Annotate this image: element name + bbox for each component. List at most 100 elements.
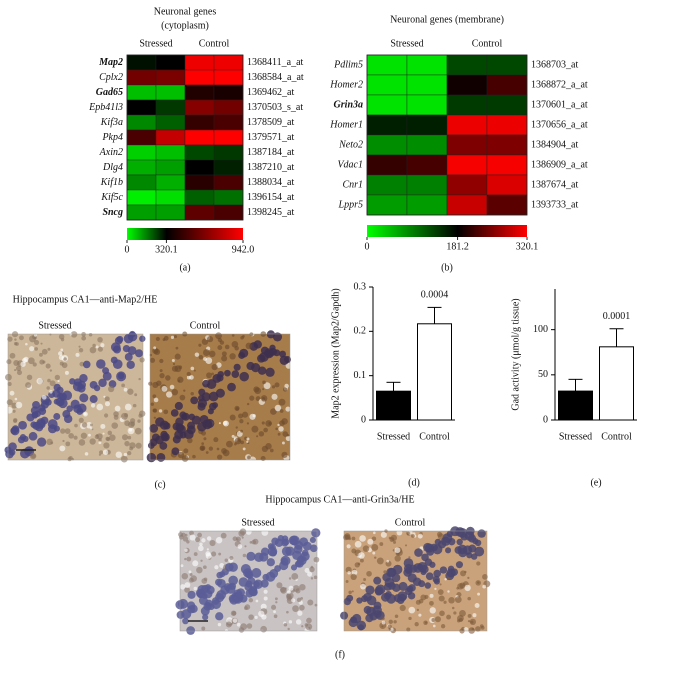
- cell: [309, 536, 316, 544]
- probe-id: 1386909_a_at: [531, 159, 588, 170]
- cell: [482, 574, 488, 580]
- cell: [189, 375, 194, 380]
- cell: [313, 575, 318, 580]
- cell: [46, 438, 53, 446]
- cell: [186, 540, 190, 544]
- cell: [39, 359, 45, 365]
- cell: [224, 562, 234, 572]
- cell: [215, 388, 225, 398]
- cell: [457, 583, 464, 590]
- heatmap-cell: [486, 134, 528, 156]
- heatmap-cell: [155, 54, 186, 71]
- cell: [202, 565, 207, 570]
- probe-id: 1384904_at: [531, 139, 578, 150]
- cell: [208, 446, 213, 451]
- cell: [199, 542, 203, 546]
- cell: [254, 615, 258, 620]
- cell: [60, 348, 64, 352]
- cell: [135, 349, 144, 358]
- cell: [287, 590, 291, 594]
- cell: [181, 532, 186, 538]
- heatmap-cell: [213, 204, 244, 221]
- panel-label: (b): [441, 262, 453, 273]
- cell: [78, 417, 84, 423]
- cell: [252, 414, 256, 418]
- cell: [39, 352, 43, 357]
- cell: [97, 346, 103, 352]
- heatmap-cell: [184, 99, 215, 116]
- cell: [201, 447, 205, 451]
- cell: [305, 623, 313, 631]
- heatmap-cell: [366, 54, 408, 76]
- x-tick-label: Control: [419, 431, 450, 442]
- cell: [211, 364, 218, 371]
- y-tick-label: 0.3: [354, 281, 367, 292]
- cell: [299, 537, 309, 547]
- cell: [429, 600, 434, 606]
- cell: [277, 423, 280, 427]
- cell: [184, 557, 187, 561]
- cell: [227, 382, 236, 392]
- heatmap-cell: [486, 154, 528, 176]
- cell: [374, 556, 377, 559]
- heatmap-cell: [155, 159, 186, 176]
- cell: [372, 551, 376, 555]
- cell: [188, 413, 196, 421]
- cell: [285, 435, 291, 442]
- cell: [182, 617, 189, 625]
- cell: [88, 433, 91, 437]
- y-axis-label: Gad activity (μmol/g tissue): [510, 298, 521, 410]
- cell: [49, 369, 53, 372]
- probe-id: 1393733_at: [531, 199, 578, 210]
- cell: [224, 344, 230, 350]
- cell: [394, 547, 401, 554]
- cell: [121, 383, 126, 388]
- cell: [351, 590, 354, 593]
- cell: [218, 422, 221, 425]
- cell: [221, 351, 227, 357]
- cell: [202, 614, 209, 621]
- cell: [470, 553, 478, 560]
- cell: [53, 412, 61, 420]
- cell: [57, 380, 60, 383]
- cell: [244, 545, 247, 548]
- cell: [190, 391, 194, 396]
- cell: [234, 437, 242, 445]
- gene-label: Gad65: [96, 87, 123, 98]
- gene-label: Kif1b: [100, 177, 123, 188]
- cell: [443, 600, 447, 604]
- gene-label: Neto2: [338, 139, 363, 150]
- cell: [231, 340, 239, 348]
- cell: [297, 610, 303, 616]
- cell: [179, 394, 186, 401]
- panel-label: (f): [335, 649, 345, 660]
- cell: [453, 611, 457, 615]
- cell: [215, 612, 224, 621]
- cell: [146, 452, 157, 463]
- cell: [417, 533, 423, 539]
- cell: [414, 622, 419, 627]
- probe-id: 1398245_at: [247, 207, 294, 218]
- heatmap-cell: [184, 144, 215, 161]
- cell: [347, 571, 351, 575]
- cell: [233, 363, 241, 371]
- cell: [27, 357, 35, 365]
- cell: [187, 590, 196, 599]
- probe-id: 1370656_a_at: [531, 119, 588, 130]
- cell: [356, 620, 367, 631]
- cell: [158, 409, 163, 413]
- heatmap-cell: [126, 69, 157, 86]
- cell: [89, 346, 97, 354]
- gene-label: Pdlim5: [333, 59, 363, 70]
- y-axis-label: Map2 expression (Map2/Gapdh): [330, 288, 341, 419]
- cell: [373, 531, 376, 535]
- heatmap-cell: [184, 54, 215, 71]
- cell: [248, 598, 254, 603]
- cell: [314, 603, 318, 607]
- cell: [231, 434, 235, 438]
- cell: [423, 542, 433, 553]
- gene-label: Axin2: [99, 147, 123, 158]
- cell: [229, 595, 239, 605]
- cell: [189, 577, 194, 583]
- cell: [194, 536, 201, 543]
